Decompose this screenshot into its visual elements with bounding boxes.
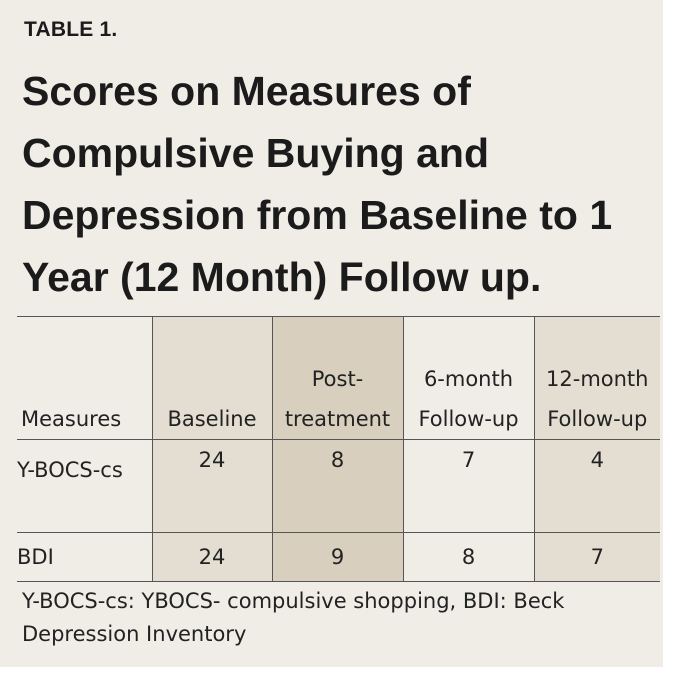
column-header-6-month: 6-month Follow-up	[403, 316, 535, 440]
cell-12-month: 4	[534, 439, 660, 533]
scores-table: Measures Baseline Post-treatment 6-month…	[17, 316, 660, 582]
row-label: BDI	[17, 532, 153, 582]
column-header-baseline: Baseline	[152, 316, 273, 440]
cell-6-month: 8	[403, 532, 535, 582]
cell-12-month: 7	[534, 532, 660, 582]
table-title: Scores on Measures of Compulsive Buying …	[22, 68, 613, 300]
column-header-12-month: 12-month Follow-up	[534, 316, 660, 440]
table-panel: TABLE 1. Scores on Measures of Compulsiv…	[0, 0, 663, 667]
cell-post-treatment: 9	[272, 532, 404, 582]
table-number: TABLE 1.	[24, 18, 118, 41]
column-header-measures: Measures	[17, 316, 153, 440]
cell-baseline: 24	[152, 439, 273, 533]
table-row: BDI 24 9 8 7	[17, 532, 660, 582]
table-footnote: Y-BOCS-cs: YBOCS- compulsive shopping, B…	[22, 589, 565, 646]
row-label: Y-BOCS-cs	[17, 439, 153, 533]
cell-baseline: 24	[152, 532, 273, 582]
cell-6-month: 7	[403, 439, 535, 533]
table-row: Y-BOCS-cs 24 8 7 4	[17, 439, 660, 533]
header-row: Measures Baseline Post-treatment 6-month…	[17, 316, 660, 440]
column-header-post-treatment: Post-treatment	[272, 316, 404, 440]
cell-post-treatment: 8	[272, 439, 404, 533]
